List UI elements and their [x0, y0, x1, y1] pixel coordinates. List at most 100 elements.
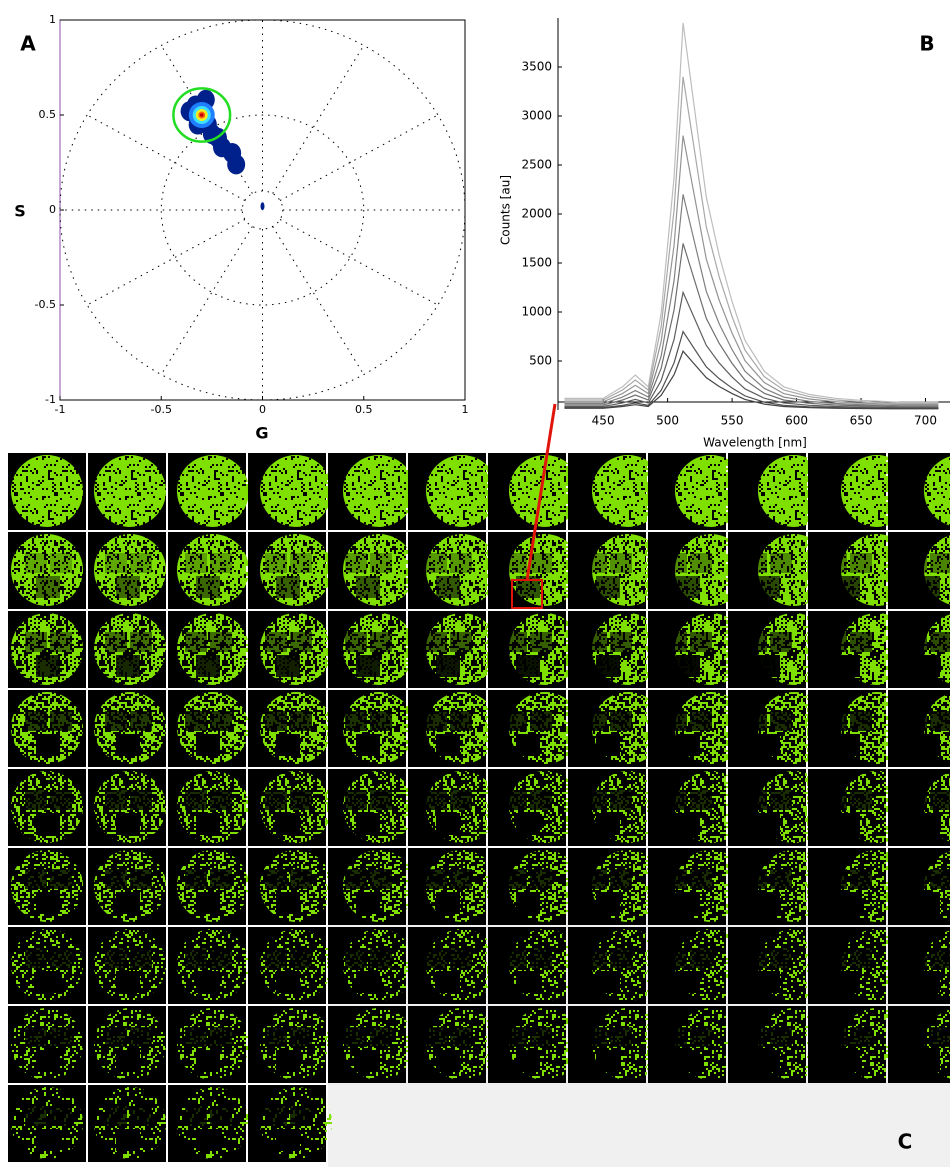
spectral-image [568, 769, 664, 846]
dark-region [516, 892, 540, 914]
spectral-image [728, 690, 830, 767]
spectral-image [328, 848, 415, 925]
dark-region [930, 1027, 950, 1047]
dark-region [185, 711, 207, 731]
dark-region [25, 948, 47, 968]
dark-region [770, 790, 792, 810]
dark-region [36, 892, 60, 914]
dark-region [265, 1027, 287, 1047]
dark-region [265, 869, 287, 889]
spectral-image [328, 453, 415, 530]
dark-region [596, 892, 620, 914]
image-disk [426, 455, 498, 527]
dark-region [210, 553, 232, 573]
spectral-image [488, 690, 581, 767]
dark-region [516, 576, 540, 598]
dark-region [265, 632, 287, 652]
dark-region [25, 711, 47, 731]
spectral-image [488, 532, 581, 609]
dark-region [676, 971, 700, 993]
dark-region [916, 813, 940, 835]
dark-region [345, 711, 367, 731]
dark-region [756, 576, 780, 598]
dark-region [25, 790, 47, 810]
y-tick-label: 1 [49, 13, 56, 26]
spectral-image [888, 848, 950, 925]
image-disk [177, 455, 249, 527]
spectrum-line [564, 135, 939, 406]
dark-region [370, 553, 392, 573]
image-disk [260, 455, 332, 527]
spectral-image [88, 848, 166, 925]
spectral-image [568, 690, 664, 767]
spectral-image [328, 769, 415, 846]
dark-region [36, 813, 60, 835]
dark-region [50, 553, 72, 573]
dark-region [265, 790, 287, 810]
image-disk [11, 613, 83, 685]
dark-region [370, 948, 392, 968]
dark-region [36, 1050, 60, 1072]
x-tick-label: 650 [850, 414, 873, 428]
spectral-image [248, 769, 332, 846]
dark-region [610, 711, 632, 731]
dark-region [425, 632, 447, 652]
y-axis-label: S [14, 202, 26, 221]
dark-region [825, 632, 847, 652]
y-tick-label: -0.5 [35, 298, 56, 311]
highlight-link [525, 403, 557, 581]
y-tick-label: 0.5 [39, 108, 57, 121]
spectral-image [568, 453, 664, 530]
dark-region [516, 734, 540, 756]
dark-region [290, 1106, 312, 1126]
spectral-image [568, 848, 664, 925]
spectral-image [408, 848, 498, 925]
dark-region [130, 553, 152, 573]
dark-region [345, 790, 367, 810]
dark-region [356, 734, 380, 756]
dark-region [450, 632, 472, 652]
spectral-image [8, 1006, 86, 1083]
spectrum-line [564, 194, 939, 407]
dark-region [836, 655, 860, 677]
dark-region [345, 553, 367, 573]
dark-region [836, 734, 860, 756]
dark-region [850, 1027, 872, 1047]
dark-region [210, 1106, 232, 1126]
dark-region [676, 892, 700, 914]
dark-region [356, 576, 380, 598]
dark-region [25, 1027, 47, 1047]
spectral-image [488, 611, 581, 688]
spectral-image [88, 611, 166, 688]
dark-region [516, 1050, 540, 1072]
dark-region [676, 1050, 700, 1072]
image-disk [94, 534, 166, 606]
spectral-image [488, 927, 581, 1004]
dark-region [290, 632, 312, 652]
dark-region [105, 553, 127, 573]
dark-region [676, 576, 700, 598]
dark-region [345, 948, 367, 968]
dark-region [516, 813, 540, 835]
dark-region [356, 813, 380, 835]
dark-region [185, 948, 207, 968]
dark-region [196, 892, 220, 914]
dark-region [276, 971, 300, 993]
dark-region [745, 632, 767, 652]
dark-region [450, 553, 472, 573]
dark-region [290, 948, 312, 968]
spectral-image [408, 532, 498, 609]
dark-region [196, 813, 220, 835]
x-tick-label: 500 [656, 414, 679, 428]
dark-region [585, 948, 607, 968]
image-disk [11, 534, 83, 606]
dark-region [596, 576, 620, 598]
dark-region [450, 790, 472, 810]
spectral-image [888, 611, 950, 688]
dark-region [850, 948, 872, 968]
image-disk [924, 456, 950, 526]
dark-region [105, 1106, 127, 1126]
dark-region [690, 948, 712, 968]
dark-region [425, 1027, 447, 1047]
dark-region [50, 1106, 72, 1126]
